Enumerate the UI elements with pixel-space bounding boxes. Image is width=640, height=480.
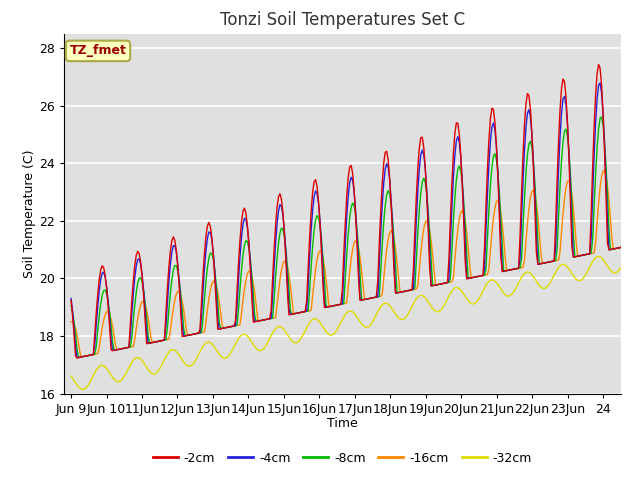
Y-axis label: Soil Temperature (C): Soil Temperature (C): [23, 149, 36, 278]
Title: Tonzi Soil Temperatures Set C: Tonzi Soil Temperatures Set C: [220, 11, 465, 29]
Text: TZ_fmet: TZ_fmet: [70, 44, 127, 58]
X-axis label: Time: Time: [327, 417, 358, 430]
Legend: -2cm, -4cm, -8cm, -16cm, -32cm: -2cm, -4cm, -8cm, -16cm, -32cm: [148, 447, 537, 469]
